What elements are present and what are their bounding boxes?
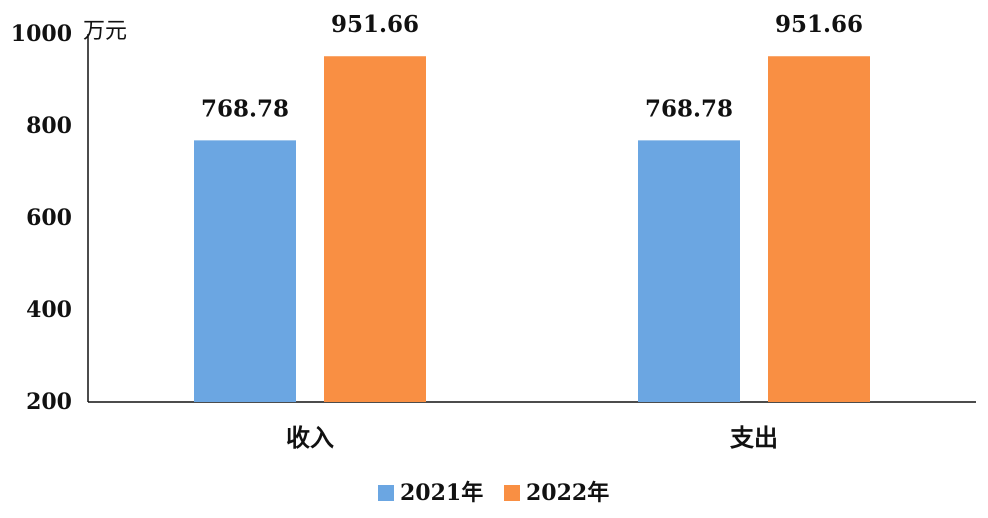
data-label: 768.78 xyxy=(645,95,733,122)
y-tick-labels: 200 400 600 800 1000 xyxy=(11,21,72,415)
data-label: 768.78 xyxy=(201,95,289,122)
data-label: 951.66 xyxy=(775,11,863,38)
y-tick-label: 400 xyxy=(26,297,72,323)
y-tick-label: 600 xyxy=(26,205,72,231)
bar-2022-expense xyxy=(768,56,870,403)
data-label: 951.66 xyxy=(331,11,419,38)
y-tick-label: 200 xyxy=(26,389,72,415)
y-tick-label: 1000 xyxy=(11,21,72,47)
axes: 万元 200 400 600 800 1000 收入 支出 xyxy=(11,19,976,452)
legend-label: 2021年 xyxy=(400,480,483,506)
bar-2021-income xyxy=(194,140,296,402)
legend-swatch xyxy=(378,485,394,501)
x-category-label: 支出 xyxy=(730,424,778,452)
legend-swatch xyxy=(504,485,520,501)
bar-2021-expense xyxy=(638,140,740,402)
y-tick-label: 800 xyxy=(26,113,72,139)
bars xyxy=(194,56,870,403)
bar-2022-income xyxy=(324,56,426,403)
legend-label: 2022年 xyxy=(526,480,609,506)
x-category-labels: 收入 支出 xyxy=(286,424,778,452)
x-category-label: 收入 xyxy=(286,424,334,452)
y-axis-unit-label: 万元 xyxy=(83,19,127,44)
data-labels: 768.78 951.66 768.78 951.66 xyxy=(201,11,863,122)
legend: 2021年 2022年 xyxy=(378,480,609,506)
